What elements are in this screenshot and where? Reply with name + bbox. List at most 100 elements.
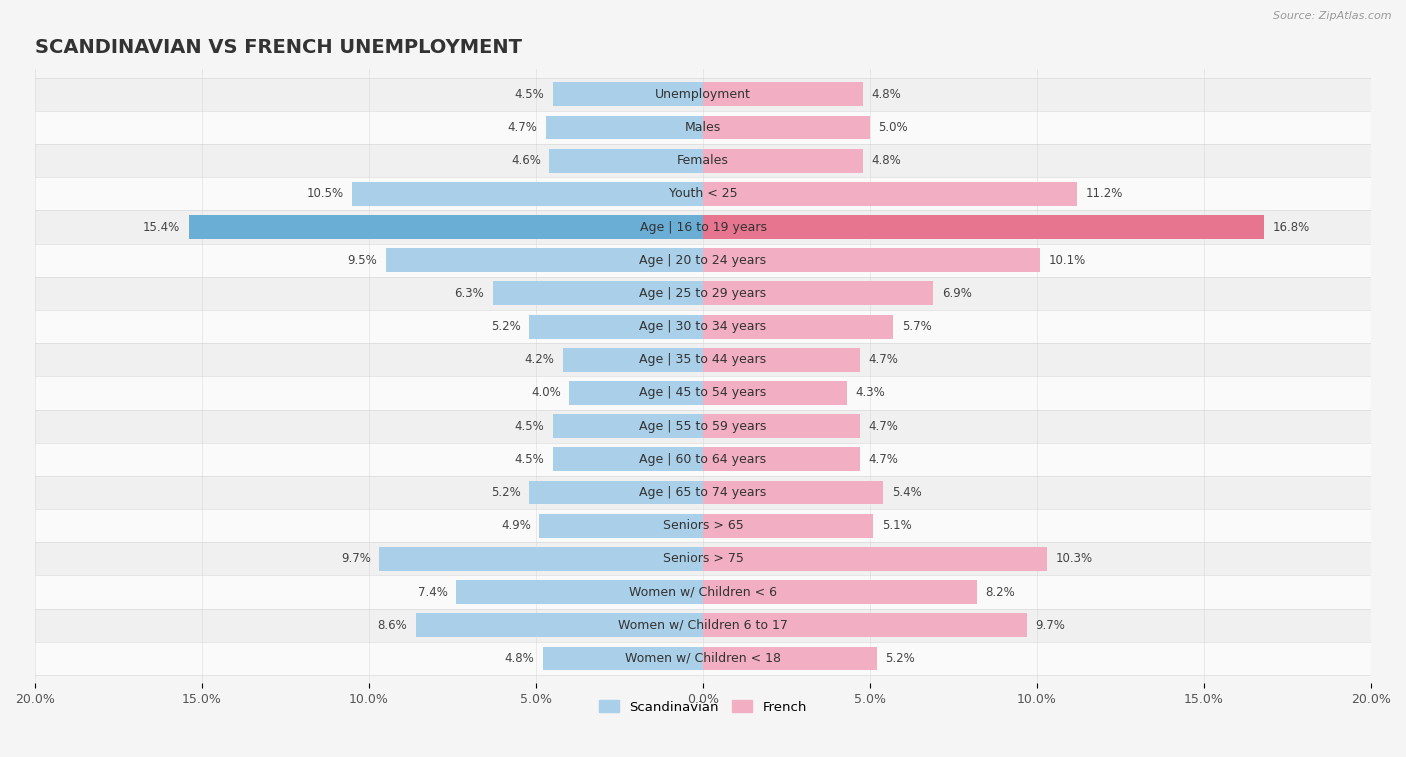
Bar (569, 381, 703, 405)
Text: Age | 30 to 34 years: Age | 30 to 34 years (640, 320, 766, 333)
Text: 10.5%: 10.5% (307, 187, 344, 201)
Text: 5.2%: 5.2% (491, 486, 522, 499)
Bar (703, 481, 883, 504)
Text: Males: Males (685, 121, 721, 134)
Text: 9.7%: 9.7% (340, 553, 371, 565)
Bar (540, 514, 703, 537)
Bar (35, 609, 1371, 642)
Bar (35, 78, 1371, 111)
Text: 6.9%: 6.9% (942, 287, 972, 300)
Text: Age | 60 to 64 years: Age | 60 to 64 years (640, 453, 766, 466)
Bar (35, 277, 1371, 310)
Text: Women w/ Children < 6: Women w/ Children < 6 (628, 586, 778, 599)
Text: 4.5%: 4.5% (515, 453, 544, 466)
Bar (35, 542, 1371, 575)
Bar (553, 414, 703, 438)
Text: 6.3%: 6.3% (454, 287, 484, 300)
Text: Age | 16 to 19 years: Age | 16 to 19 years (640, 220, 766, 233)
Text: 4.7%: 4.7% (869, 354, 898, 366)
Bar (703, 248, 1040, 273)
Text: 4.2%: 4.2% (524, 354, 554, 366)
Bar (35, 144, 1371, 177)
Bar (35, 343, 1371, 376)
Text: 4.7%: 4.7% (869, 419, 898, 433)
Bar (703, 347, 860, 372)
Text: 5.7%: 5.7% (901, 320, 932, 333)
Bar (353, 182, 703, 206)
Text: 16.8%: 16.8% (1272, 220, 1310, 233)
Bar (703, 414, 860, 438)
Bar (703, 282, 934, 305)
Text: SCANDINAVIAN VS FRENCH UNEMPLOYMENT: SCANDINAVIAN VS FRENCH UNEMPLOYMENT (35, 38, 522, 57)
Bar (35, 310, 1371, 343)
Bar (703, 447, 860, 472)
Text: 5.1%: 5.1% (882, 519, 911, 532)
Bar (35, 575, 1371, 609)
Text: 5.2%: 5.2% (884, 652, 915, 665)
Bar (703, 215, 1264, 239)
Text: Unemployment: Unemployment (655, 88, 751, 101)
Text: Source: ZipAtlas.com: Source: ZipAtlas.com (1274, 11, 1392, 21)
Text: Seniors > 75: Seniors > 75 (662, 553, 744, 565)
Bar (703, 514, 873, 537)
Bar (35, 210, 1371, 244)
Bar (529, 315, 703, 338)
Bar (35, 177, 1371, 210)
Text: Age | 65 to 74 years: Age | 65 to 74 years (640, 486, 766, 499)
Bar (703, 580, 977, 604)
Bar (188, 215, 703, 239)
Bar (703, 613, 1026, 637)
Text: 4.9%: 4.9% (501, 519, 531, 532)
Bar (703, 116, 870, 139)
Bar (553, 447, 703, 472)
Text: Women w/ Children 6 to 17: Women w/ Children 6 to 17 (619, 618, 787, 632)
Text: Age | 25 to 29 years: Age | 25 to 29 years (640, 287, 766, 300)
Bar (553, 83, 703, 106)
Text: 4.7%: 4.7% (869, 453, 898, 466)
Bar (35, 443, 1371, 476)
Text: Age | 35 to 44 years: Age | 35 to 44 years (640, 354, 766, 366)
Text: 10.3%: 10.3% (1056, 553, 1092, 565)
Legend: Scandinavian, French: Scandinavian, French (599, 700, 807, 714)
Bar (546, 116, 703, 139)
Text: Seniors > 65: Seniors > 65 (662, 519, 744, 532)
Bar (35, 642, 1371, 675)
Bar (35, 410, 1371, 443)
Text: 4.3%: 4.3% (855, 387, 884, 400)
Bar (35, 509, 1371, 542)
Text: Age | 45 to 54 years: Age | 45 to 54 years (640, 387, 766, 400)
Bar (703, 83, 863, 106)
Bar (703, 646, 877, 671)
Text: Age | 55 to 59 years: Age | 55 to 59 years (640, 419, 766, 433)
Bar (35, 476, 1371, 509)
Bar (35, 376, 1371, 410)
Text: 4.6%: 4.6% (512, 154, 541, 167)
Bar (416, 613, 703, 637)
Bar (492, 282, 703, 305)
Text: 7.4%: 7.4% (418, 586, 447, 599)
Bar (703, 315, 893, 338)
Text: Youth < 25: Youth < 25 (669, 187, 737, 201)
Text: 5.4%: 5.4% (891, 486, 921, 499)
Bar (543, 646, 703, 671)
Text: 15.4%: 15.4% (143, 220, 180, 233)
Text: 5.0%: 5.0% (879, 121, 908, 134)
Text: 4.8%: 4.8% (872, 88, 901, 101)
Text: 4.5%: 4.5% (515, 419, 544, 433)
Bar (703, 547, 1047, 571)
Text: 9.7%: 9.7% (1035, 618, 1066, 632)
Text: 8.6%: 8.6% (378, 618, 408, 632)
Text: 4.8%: 4.8% (505, 652, 534, 665)
Text: 10.1%: 10.1% (1049, 254, 1085, 266)
Bar (703, 182, 1077, 206)
Text: 11.2%: 11.2% (1085, 187, 1123, 201)
Bar (550, 148, 703, 173)
Bar (703, 381, 846, 405)
Text: 5.2%: 5.2% (491, 320, 522, 333)
Bar (529, 481, 703, 504)
Text: 4.7%: 4.7% (508, 121, 537, 134)
Text: 4.8%: 4.8% (872, 154, 901, 167)
Text: 4.0%: 4.0% (531, 387, 561, 400)
Bar (562, 347, 703, 372)
Text: Age | 20 to 24 years: Age | 20 to 24 years (640, 254, 766, 266)
